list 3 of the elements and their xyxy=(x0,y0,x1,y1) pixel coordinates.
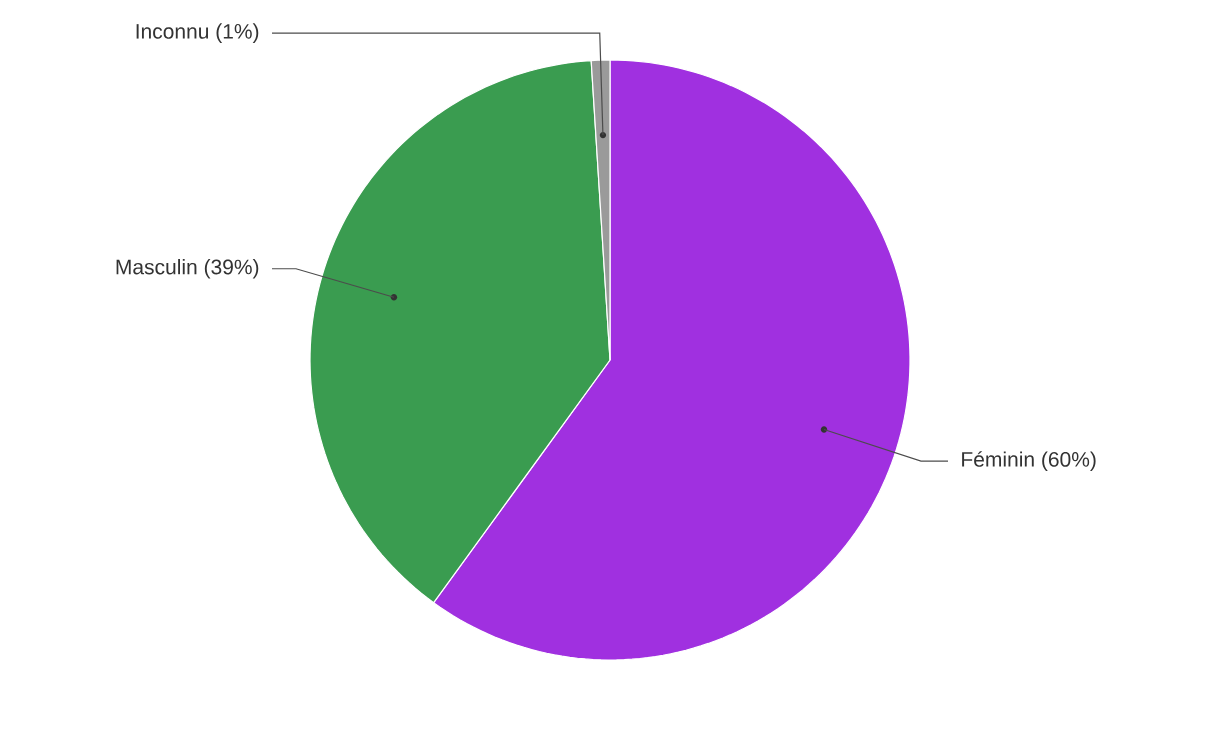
slice-label: Inconnu (1%) xyxy=(136,23,259,43)
slice-label: Féminin (60%) xyxy=(962,451,1096,471)
slice-label: Masculin (39%) xyxy=(116,258,259,279)
